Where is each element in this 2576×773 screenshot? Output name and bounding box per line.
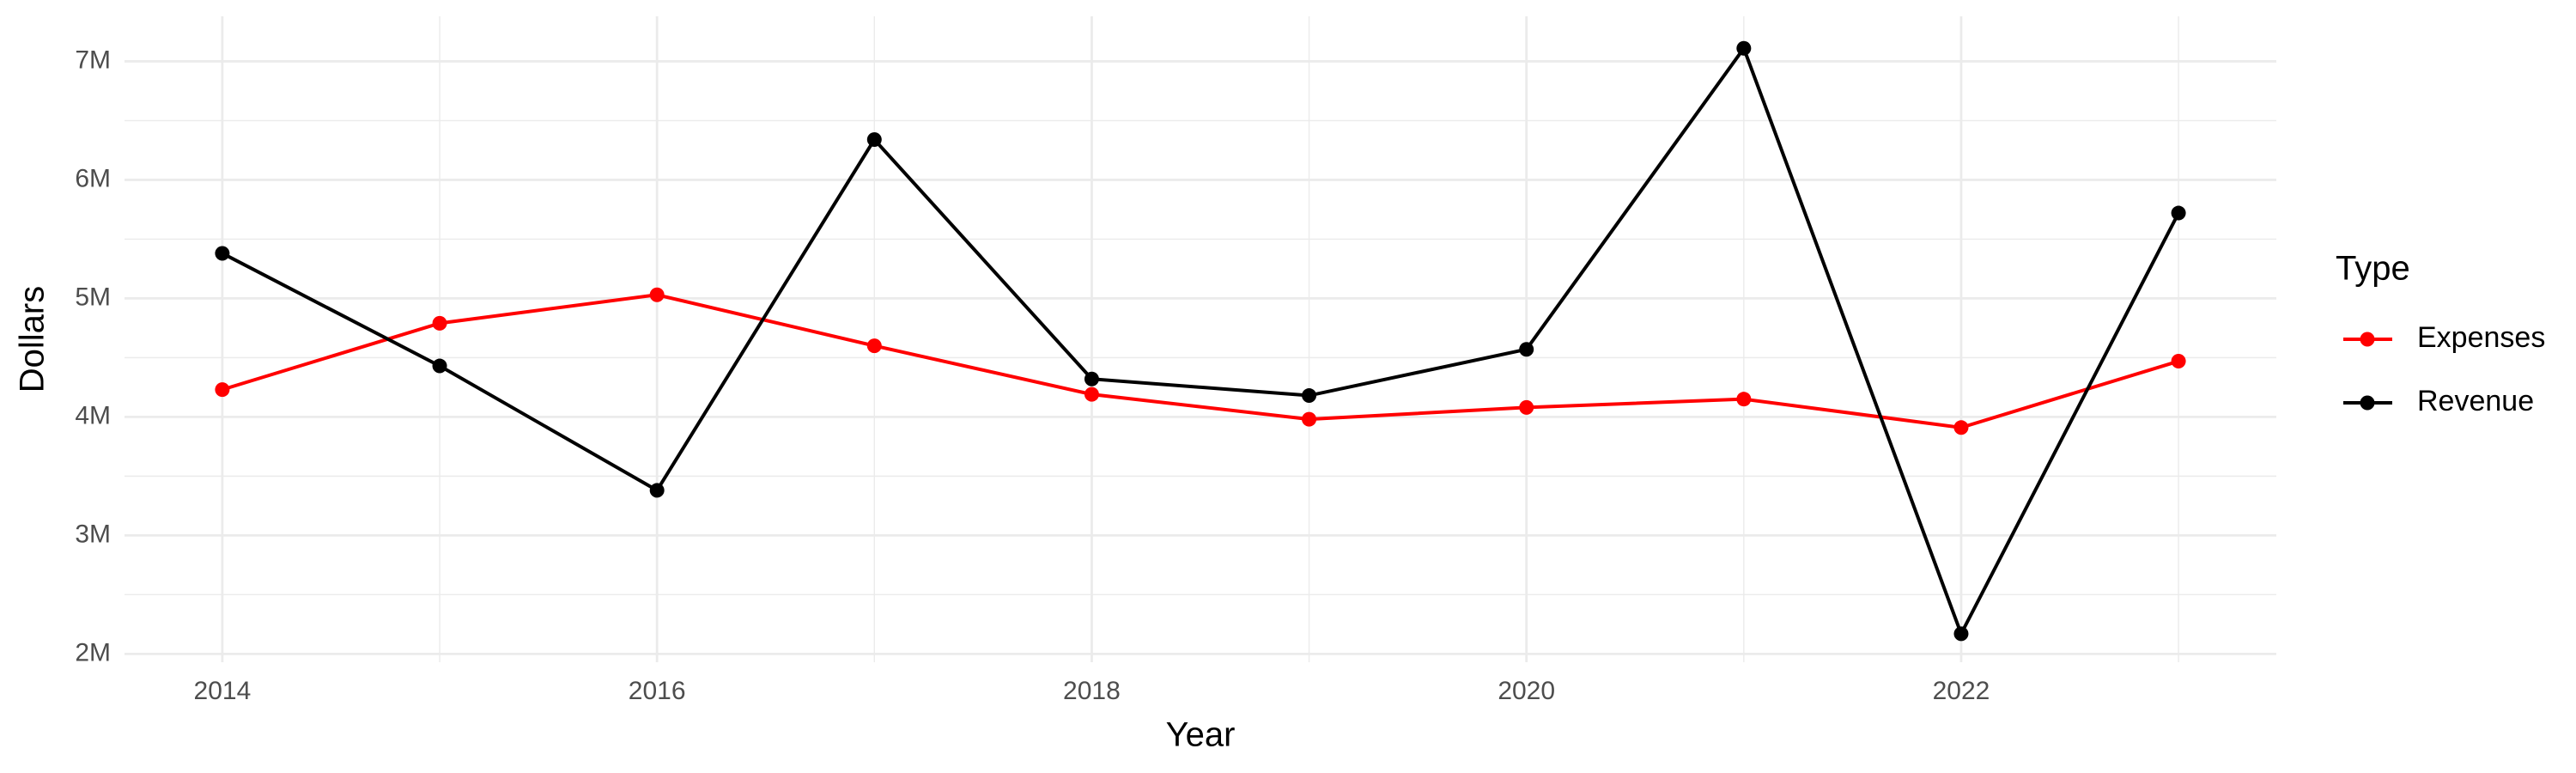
data-point (1736, 40, 1752, 56)
data-point (866, 338, 882, 354)
y-tick-label: 4M (75, 401, 111, 429)
data-point (1302, 388, 1317, 404)
legend-marker (2360, 332, 2375, 347)
data-point (1302, 411, 1317, 427)
x-tick-label: 2020 (1498, 677, 1555, 705)
legend-title: Type (2336, 250, 2410, 288)
data-point (432, 358, 447, 374)
data-point (1519, 342, 1534, 357)
series-line (222, 293, 2179, 429)
data-point (1736, 392, 1752, 407)
x-tick-label: 2016 (629, 677, 686, 705)
legend-marker (2360, 395, 2375, 411)
y-axis-title: Dollars (14, 286, 52, 393)
y-tick-label: 2M (75, 638, 111, 666)
grid (125, 16, 2276, 662)
y-tick-label: 6M (75, 164, 111, 192)
legend-label: Expenses (2417, 321, 2545, 354)
legend-label: Revenue (2417, 385, 2534, 417)
series-line (221, 45, 2180, 638)
x-tick-label: 2014 (194, 677, 252, 705)
data-point (2171, 205, 2186, 221)
data-point (2171, 354, 2186, 369)
data-point (1953, 420, 1969, 435)
y-tick-label: 7M (75, 46, 111, 74)
data-point (1953, 626, 1969, 642)
data-point (1084, 371, 1099, 386)
data-point (215, 246, 230, 261)
data-point (866, 132, 882, 148)
data-point (215, 382, 230, 398)
x-tick-label: 2022 (1933, 677, 1990, 705)
y-tick-label: 3M (75, 520, 111, 548)
x-axis-title: Year (1166, 716, 1236, 754)
data-point (1084, 386, 1099, 402)
data-point (432, 315, 447, 331)
data-point (1519, 399, 1534, 415)
data-point (649, 483, 665, 498)
data-point (649, 287, 665, 302)
x-tick-label: 2018 (1063, 677, 1121, 705)
y-tick-label: 5M (75, 283, 111, 311)
